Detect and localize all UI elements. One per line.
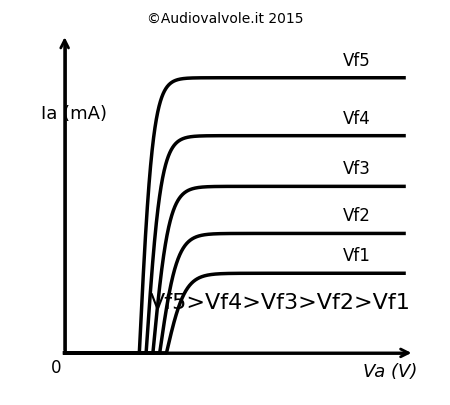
Text: Vf5: Vf5 bbox=[343, 51, 371, 70]
Text: Vf4: Vf4 bbox=[343, 109, 371, 127]
Text: Vf5>Vf4>Vf3>Vf2>Vf1: Vf5>Vf4>Vf3>Vf2>Vf1 bbox=[149, 292, 410, 312]
Text: Va (V): Va (V) bbox=[363, 362, 418, 380]
Text: Vf2: Vf2 bbox=[343, 207, 371, 225]
Text: ©Audiovalvole.it 2015: ©Audiovalvole.it 2015 bbox=[147, 12, 303, 26]
Text: Vf3: Vf3 bbox=[343, 160, 371, 178]
Text: Ia (mA): Ia (mA) bbox=[41, 104, 107, 123]
Text: Vf1: Vf1 bbox=[343, 247, 371, 264]
Text: 0: 0 bbox=[51, 358, 61, 377]
